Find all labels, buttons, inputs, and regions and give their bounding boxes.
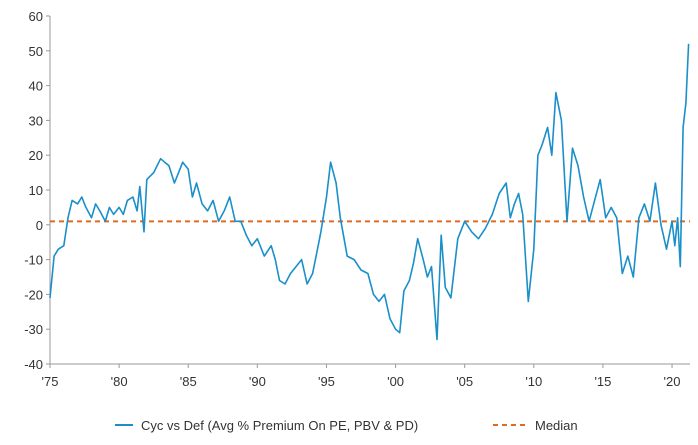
x-axis: '75 '80 '85 '90 '95 '00 '05 '10 '15 '20 [42, 363, 690, 389]
x-tick-label: '80 [111, 374, 128, 389]
y-tick-label: 60 [29, 9, 43, 24]
y-tick-label: 0 [36, 218, 43, 233]
legend-median-label: Median [535, 418, 578, 433]
y-tick-label: -10 [24, 253, 43, 268]
y-axis: -40 -30 -20 -10 0 10 20 30 40 50 60 [24, 9, 51, 372]
y-tick-label: 40 [29, 79, 43, 94]
y-tick-label: -30 [24, 322, 43, 337]
y-tick-label: 20 [29, 148, 43, 163]
x-tick-label: '15 [594, 374, 611, 389]
plot-area [49, 43, 690, 341]
y-tick-label: -40 [24, 357, 43, 372]
legend-series-label: Cyc vs Def (Avg % Premium On PE, PBV & P… [141, 418, 418, 433]
x-tick-label: '95 [318, 374, 335, 389]
y-tick-label: 30 [29, 113, 43, 128]
x-tick-label: '75 [42, 374, 59, 389]
x-tick-label: '20 [664, 374, 681, 389]
legend: Cyc vs Def (Avg % Premium On PE, PBV & P… [115, 418, 578, 433]
x-tick-label: '00 [387, 374, 404, 389]
x-tick-label: '85 [180, 374, 197, 389]
y-tick-label: -20 [24, 287, 43, 302]
x-tick-label: '05 [456, 374, 473, 389]
x-tick-label: '90 [249, 374, 266, 389]
y-tick-label: 50 [29, 44, 43, 59]
y-tick-label: 10 [29, 183, 43, 198]
series-line-cyc-vs-def [49, 43, 690, 341]
x-tick-label: '10 [525, 374, 542, 389]
